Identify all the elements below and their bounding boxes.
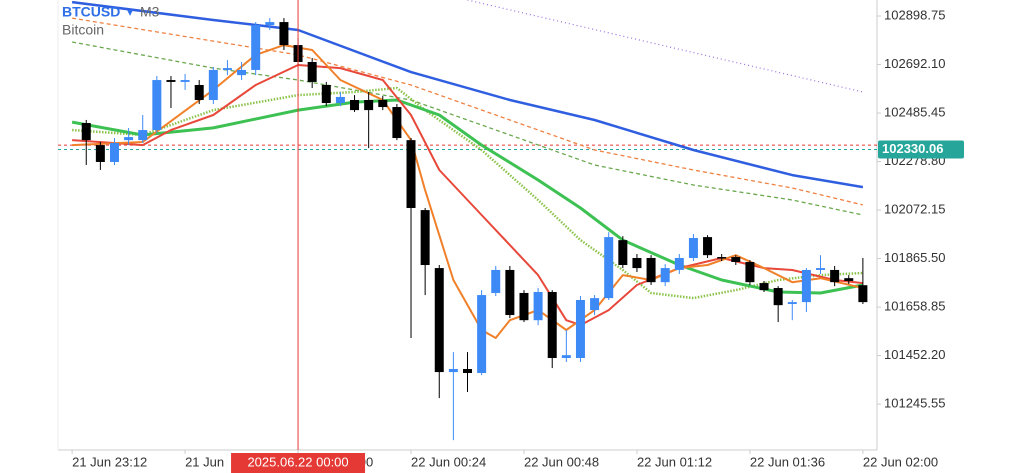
candle-body xyxy=(533,292,543,321)
candle-body xyxy=(858,285,868,303)
moving-average xyxy=(71,17,864,206)
candle-body xyxy=(575,300,585,358)
candle-body xyxy=(307,61,317,82)
candle-body xyxy=(646,257,656,283)
candle-body xyxy=(392,107,402,139)
candle-body xyxy=(463,369,472,374)
y-tick-label: 101452.20 xyxy=(884,347,945,362)
candle-body xyxy=(773,288,783,306)
candle-body xyxy=(731,257,741,262)
candle-body xyxy=(265,22,275,26)
plot xyxy=(58,0,877,450)
y-tick-label: 101245.55 xyxy=(884,396,945,411)
candle-body xyxy=(674,257,684,270)
candle-body xyxy=(364,100,374,111)
x-tick-label: 21 Jun xyxy=(185,454,224,469)
candle-body xyxy=(237,69,247,76)
candle-body xyxy=(124,137,134,141)
candle-body xyxy=(801,269,811,303)
candle-body xyxy=(321,84,331,104)
candle-body xyxy=(378,100,388,108)
description: Bitcoin xyxy=(62,22,104,38)
candle-body xyxy=(830,269,840,283)
current-price-box xyxy=(878,140,964,159)
y-tick-label: 102072.15 xyxy=(884,201,945,216)
x-tick-label: 22 Jun 00:24 xyxy=(411,454,486,469)
candle-body xyxy=(81,123,91,141)
crosshair-time-box xyxy=(231,453,366,473)
candle-body xyxy=(335,96,345,104)
candle-body xyxy=(166,80,176,82)
candle-body xyxy=(180,80,190,82)
y-tick-label: 101865.50 xyxy=(884,250,945,265)
candle-body xyxy=(816,268,826,270)
candle-body xyxy=(279,22,289,46)
candle-body xyxy=(561,355,571,358)
candle-body xyxy=(491,269,501,293)
moving-average xyxy=(467,0,864,93)
x-tick-label: 21 Jun 23:12 xyxy=(72,454,147,469)
candle-body xyxy=(138,130,148,141)
x-tick-label: 22 Jun 02:00 xyxy=(863,454,938,469)
moving-average xyxy=(72,44,864,339)
candle-body xyxy=(434,268,444,373)
candle-body xyxy=(519,292,529,321)
candle-body xyxy=(251,25,261,70)
candle-body xyxy=(703,237,713,256)
moving-average xyxy=(72,86,863,300)
crosshair-time-label: 2025.06.22 00:00 xyxy=(247,454,348,469)
candle-body xyxy=(688,238,698,258)
y-tick-label: 102692.10 xyxy=(884,56,945,71)
x-tick-label: 22 Jun 01:12 xyxy=(637,454,712,469)
candle-body xyxy=(787,302,797,304)
candle-body xyxy=(590,298,600,311)
candle-body xyxy=(604,237,614,299)
candle-body xyxy=(844,278,854,281)
candle-body xyxy=(632,257,642,269)
x-tick-label: 22 Jun 00:48 xyxy=(524,454,599,469)
symbol-dropdown[interactable]: ▾ xyxy=(127,5,133,19)
candle-body xyxy=(477,295,487,374)
candle-body xyxy=(505,269,515,316)
candle-body xyxy=(759,283,769,291)
candle-body xyxy=(222,68,232,70)
current-price-label: 102330.06 xyxy=(882,141,943,156)
candle-body xyxy=(547,292,557,358)
candle-body xyxy=(618,240,628,266)
candle-body xyxy=(95,145,105,162)
candle-body xyxy=(406,140,416,208)
moving-average xyxy=(71,0,864,189)
moving-average xyxy=(71,98,864,295)
timeframe[interactable]: M3 xyxy=(140,4,160,20)
candle-body xyxy=(109,142,119,162)
candle-body xyxy=(152,80,162,131)
candle-body xyxy=(208,69,218,100)
candle-body xyxy=(660,268,670,283)
moving-average xyxy=(71,41,864,216)
y-tick-label: 101658.85 xyxy=(884,299,945,314)
candle-body xyxy=(194,84,204,100)
y-tick-label: 102898.75 xyxy=(884,7,945,22)
candle-body xyxy=(717,257,727,259)
candle-body xyxy=(448,369,458,373)
x-tick-label: 22 Jun 01:36 xyxy=(750,454,825,469)
candle-body xyxy=(350,100,360,111)
candle-body xyxy=(745,261,755,283)
symbol[interactable]: BTCUSD xyxy=(62,4,120,20)
y-tick-label: 102485.45 xyxy=(884,104,945,119)
overlay: BTCUSD ▾ M3 Bitcoin xyxy=(62,4,160,38)
candle-body xyxy=(420,210,430,266)
